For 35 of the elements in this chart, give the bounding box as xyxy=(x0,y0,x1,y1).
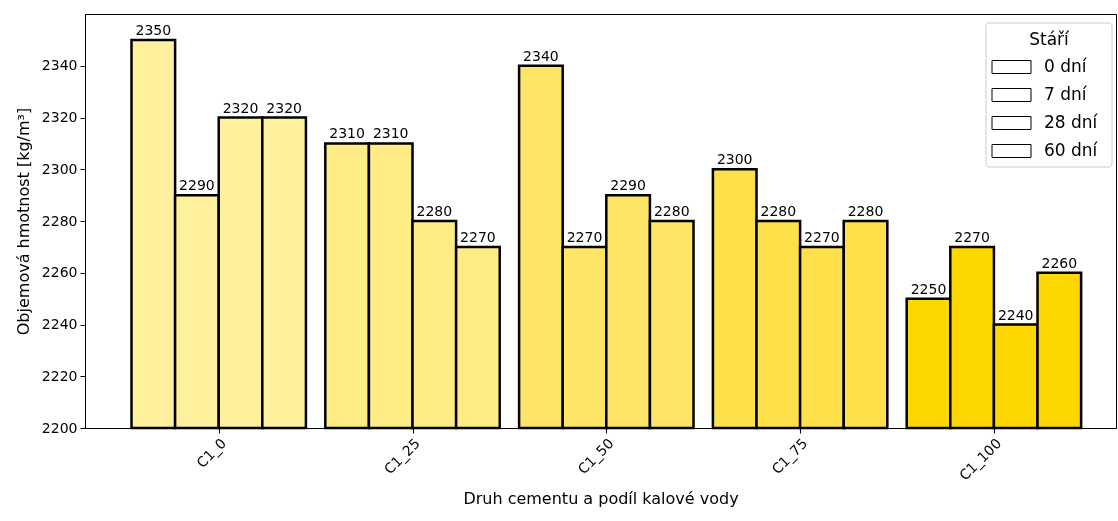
data-label: 2290 xyxy=(610,177,646,194)
data-label: 2300 xyxy=(716,151,753,168)
data-label: 2280 xyxy=(416,203,453,219)
data-label: 2270 xyxy=(954,228,990,245)
data-label: 2250 xyxy=(910,280,947,297)
data-label: 2290 xyxy=(179,177,215,194)
y-tick-label: 2260 xyxy=(41,264,78,281)
data-label: 2280 xyxy=(653,203,690,219)
data-label: 2270 xyxy=(460,228,496,245)
data-label: 2340 xyxy=(523,47,559,64)
legend-label: 7 dní xyxy=(1044,84,1088,104)
y-tick-label: 2300 xyxy=(41,160,78,177)
data-label: 2310 xyxy=(372,125,409,142)
legend-title: Stáří xyxy=(1029,29,1071,49)
y-tick-label: 2280 xyxy=(41,212,78,229)
y-axis-title: Objemová hmotnost [kg/m³] xyxy=(13,107,33,336)
y-tick-label: 2220 xyxy=(41,367,78,384)
x-axis-title: Druh cementu a podíl kalové vody xyxy=(463,489,739,509)
data-label: 2240 xyxy=(997,306,1034,323)
legend-label: 60 dní xyxy=(1044,140,1099,160)
y-tick-label: 2240 xyxy=(41,316,78,332)
data-label: 2280 xyxy=(760,203,797,219)
y-tick-label: 2320 xyxy=(41,109,78,125)
data-label: 2320 xyxy=(222,99,259,116)
data-label: 2320 xyxy=(266,99,302,116)
data-label: 2270 xyxy=(804,228,840,245)
y-tick-label: 2200 xyxy=(41,419,78,436)
data-label: 2310 xyxy=(329,125,365,142)
data-label: 2350 xyxy=(135,21,172,38)
data-label: 2260 xyxy=(1041,254,1078,271)
legend-label: 0 dní xyxy=(1044,56,1088,76)
data-label: 2270 xyxy=(566,228,603,245)
data-label: 2280 xyxy=(847,203,884,219)
y-tick-label: 2340 xyxy=(41,57,78,74)
legend-label: 28 dní xyxy=(1044,112,1099,132)
